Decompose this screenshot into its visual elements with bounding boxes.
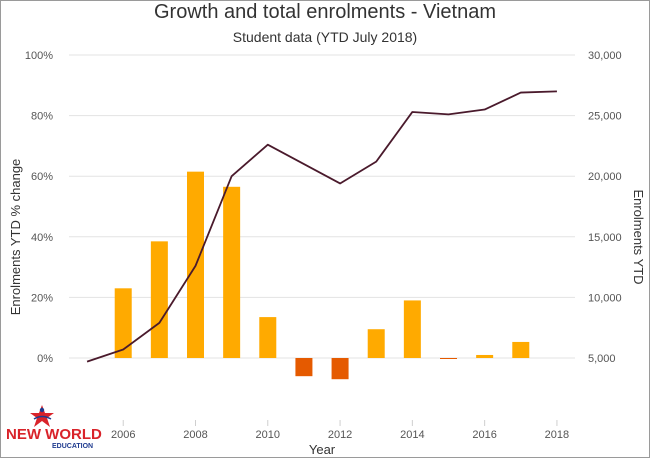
new-world-education-logo: NEW WORLD EDUCATION <box>6 404 106 452</box>
y-axis-label-left: Enrolments YTD % change <box>8 159 23 316</box>
chart-subtitle: Student data (YTD July 2018) <box>232 29 418 45</box>
x-tick-label: 2006 <box>111 429 135 441</box>
x-tick-label: 2014 <box>400 429 424 441</box>
bar-2017 <box>512 341 530 358</box>
line-series <box>86 90 557 363</box>
x-tick-label: 2012 <box>328 429 352 441</box>
bar-2014 <box>403 300 421 358</box>
x-axis-ticks: 2006 2008 2010 2012 2014 2016 2018 <box>111 420 569 441</box>
bar-2013 <box>367 329 385 358</box>
bar-2007 <box>150 241 168 358</box>
x-tick-label: 2010 <box>256 429 280 441</box>
y-right-tick-label: 30,000 <box>588 50 622 62</box>
y-right-tick-label: 5,000 <box>588 353 616 365</box>
y-left-tick-label: 100% <box>25 50 53 62</box>
y-axis-label-right: Enrolments YTD <box>631 189 646 284</box>
y-right-tick-label: 10,000 <box>588 292 622 304</box>
chart-title: Growth and total enrolments - Vietnam <box>153 1 497 23</box>
bar-2015 <box>440 358 457 359</box>
y-left-tick-label: 40% <box>31 232 53 244</box>
bar-2010 <box>259 317 277 358</box>
y-right-tick-label: 25,000 <box>588 111 622 123</box>
logo-subtext: EDUCATION <box>52 443 94 450</box>
x-tick-label: 2008 <box>183 429 207 441</box>
y-left-tick-label: 20% <box>31 292 53 304</box>
bar-2011 <box>295 358 313 377</box>
y-right-tick-label: 15,000 <box>588 232 622 244</box>
gridlines <box>69 54 575 359</box>
left-axis-ticks: 0% 20% 40% 60% 80% 100% <box>25 50 53 365</box>
x-tick-label: 2016 <box>472 429 496 441</box>
logo-text: NEW WORLD <box>6 426 102 443</box>
star-figure-icon <box>30 405 54 427</box>
x-axis-label: Year <box>309 442 336 457</box>
bar-2016 <box>476 354 494 358</box>
total-enrolments-line <box>86 90 557 363</box>
bar-2009 <box>223 186 241 358</box>
x-tick-label: 2018 <box>545 429 569 441</box>
y-left-tick-label: 80% <box>31 111 53 123</box>
y-left-tick-label: 60% <box>31 171 53 183</box>
bar-2006 <box>114 288 132 358</box>
bar-2012 <box>331 358 349 380</box>
y-left-tick-label: 0% <box>37 353 53 365</box>
right-axis-ticks: 5,000 10,000 15,000 20,000 25,000 30,000 <box>588 50 622 365</box>
y-right-tick-label: 20,000 <box>588 171 622 183</box>
bar-series <box>114 171 530 380</box>
